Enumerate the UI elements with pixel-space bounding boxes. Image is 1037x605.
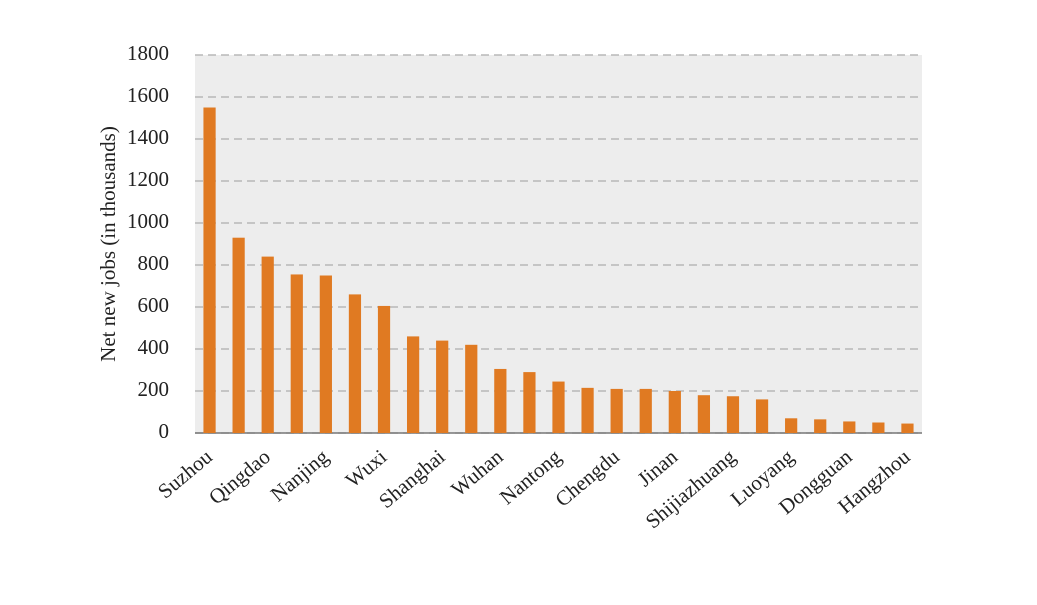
- bar: [319, 275, 332, 433]
- y-tick-label: 0: [159, 419, 170, 443]
- bar: [755, 399, 769, 433]
- bar: [348, 294, 362, 433]
- x-tick-label: Nanjing: [266, 444, 334, 506]
- bar: [261, 256, 274, 433]
- bar: [639, 388, 652, 433]
- y-tick-label: 1000: [127, 209, 169, 233]
- bar: [901, 423, 914, 433]
- bar: [814, 419, 827, 433]
- bar: [377, 305, 391, 433]
- y-tick-label: 1400: [127, 125, 169, 149]
- bar: [406, 336, 420, 433]
- bar: [523, 372, 536, 433]
- plot-background: [195, 55, 922, 433]
- bar: [290, 274, 303, 433]
- bar: [436, 340, 449, 433]
- x-tick-label: Chengdu: [550, 444, 624, 511]
- y-tick-label: 800: [138, 251, 170, 275]
- bar: [697, 395, 711, 433]
- y-tick-label: 1200: [127, 167, 169, 191]
- y-axis-label: Net new jobs (in thousands): [96, 126, 120, 362]
- bar: [668, 391, 681, 433]
- bar: [552, 381, 565, 433]
- bar: [203, 107, 216, 433]
- x-tick-label: Qingdao: [204, 444, 275, 509]
- bar: [843, 421, 856, 433]
- y-tick-label: 1800: [127, 41, 169, 65]
- x-tick-label: Shanghai: [374, 444, 449, 513]
- bar: [232, 237, 245, 433]
- bar: [785, 418, 798, 433]
- bar: [581, 387, 594, 433]
- bar: [465, 344, 478, 433]
- bar: [872, 422, 885, 433]
- bar: [610, 388, 623, 433]
- y-tick-label: 200: [138, 377, 170, 401]
- y-tick-label: 1600: [127, 83, 169, 107]
- x-tick-label: Jinan: [633, 444, 683, 491]
- bar: [494, 368, 507, 433]
- bar: [726, 396, 740, 433]
- y-tick-label: 600: [138, 293, 170, 317]
- x-tick-label: Wuxi: [341, 444, 392, 492]
- y-tick-label: 400: [138, 335, 170, 359]
